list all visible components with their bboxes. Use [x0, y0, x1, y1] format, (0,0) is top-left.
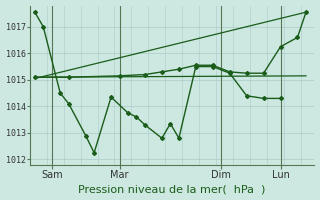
X-axis label: Pression niveau de la mer(  hPa  ): Pression niveau de la mer( hPa ) — [78, 184, 266, 194]
